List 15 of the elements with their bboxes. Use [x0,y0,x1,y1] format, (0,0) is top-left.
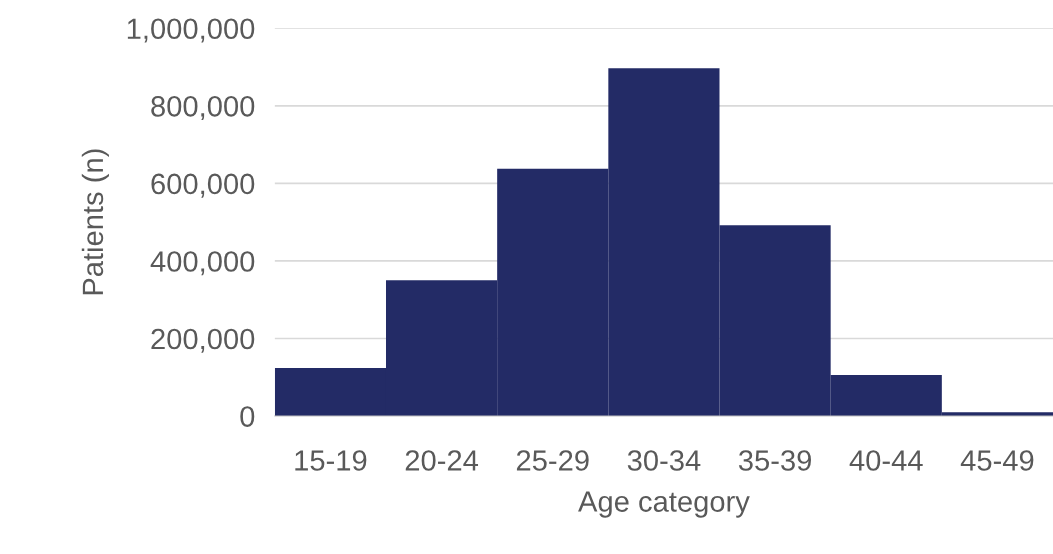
x-tick-label: 45-49 [960,450,1034,471]
y-axis-title: Patients (n) [81,149,109,295]
y-tick-label: 200,000 [151,328,255,353]
y-tick-label: 1,000,000 [127,18,255,43]
x-tick-label: 40-44 [849,450,923,471]
x-tick-label: 20-24 [405,450,479,471]
y-tick-label: 600,000 [151,173,255,198]
y-tick-label: 400,000 [150,251,255,276]
x-tick-label: 25-29 [516,450,589,471]
x-axis-title: Age category [578,491,750,518]
y-tick-label: 0 [240,406,255,427]
x-tick-label: 30-34 [627,450,701,471]
y-tick-label: 800,000 [151,96,255,121]
x-tick-label: 15-19 [295,450,367,471]
x-tick-label: 35-39 [738,450,811,471]
